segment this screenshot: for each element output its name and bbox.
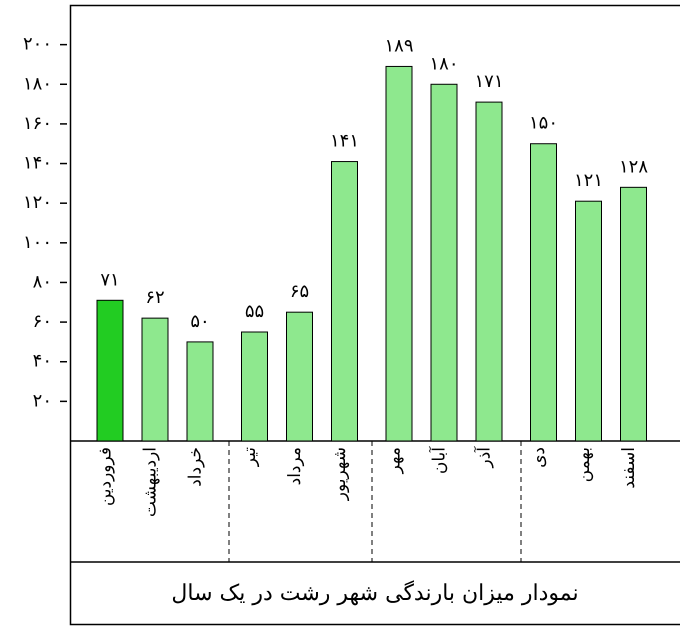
frame	[69, 4, 680, 626]
bar	[475, 101, 503, 442]
x-tick-label: دی	[529, 447, 549, 468]
x-tick-label: اسفند	[619, 447, 639, 489]
y-tick-label: ۲۰	[33, 390, 52, 411]
bar	[141, 317, 169, 442]
data-label: ۱۵۰	[529, 113, 558, 134]
data-label: ۷۱	[100, 269, 119, 290]
x-tick-label: اردیبهشت	[141, 447, 161, 517]
y-tick-label: ۱۶۰	[23, 113, 52, 134]
chart-title: نمودار میزان بارندگی شهر رشت در یک سال	[171, 580, 578, 606]
x-tick-label: آذر	[473, 446, 495, 469]
bar	[530, 143, 557, 442]
y-tick-label: ۸۰	[33, 271, 52, 292]
bar	[186, 341, 214, 442]
bar	[430, 83, 458, 442]
bar	[575, 200, 602, 442]
x-tick-label: مهر	[385, 447, 405, 474]
y-tick-label: ۶۰	[33, 311, 52, 332]
bar	[241, 331, 268, 442]
bar	[331, 161, 358, 442]
bar	[385, 65, 413, 442]
x-tick-label: فروردین	[96, 447, 116, 506]
x-tick-label: شهریور	[330, 447, 350, 501]
x-tick-label: تیر	[240, 447, 260, 468]
bar	[286, 311, 313, 442]
y-tick-label: ۱۸۰	[23, 73, 52, 94]
x-tick-label: آبان	[428, 446, 450, 474]
data-label: ۱۴۱	[330, 131, 359, 152]
bar	[96, 299, 124, 442]
data-label: ۱۷۱	[474, 71, 503, 92]
y-tick-label: ۱۲۰	[23, 192, 52, 213]
y-tick-label: ۱۰۰	[23, 232, 52, 253]
x-tick-label: بهمن	[574, 447, 594, 482]
data-label: ۱۸۰	[429, 53, 458, 74]
data-label: ۱۸۹	[384, 35, 413, 56]
y-tick-label: ۱۴۰	[23, 153, 52, 174]
data-label: ۱۲۱	[574, 170, 603, 191]
y-tick-label: ۲۰۰	[23, 34, 52, 55]
bar	[620, 186, 647, 442]
data-label: ۶۵	[290, 281, 309, 302]
x-tick-label: خرداد	[186, 447, 206, 487]
data-label: ۵۰	[190, 311, 209, 332]
x-tick-label: مرداد	[285, 447, 305, 485]
data-label: ۵۵	[245, 301, 264, 322]
data-label: ۱۲۸	[619, 156, 648, 177]
data-label: ۶۲	[145, 287, 164, 308]
y-tick-label: ۴۰	[33, 351, 52, 372]
